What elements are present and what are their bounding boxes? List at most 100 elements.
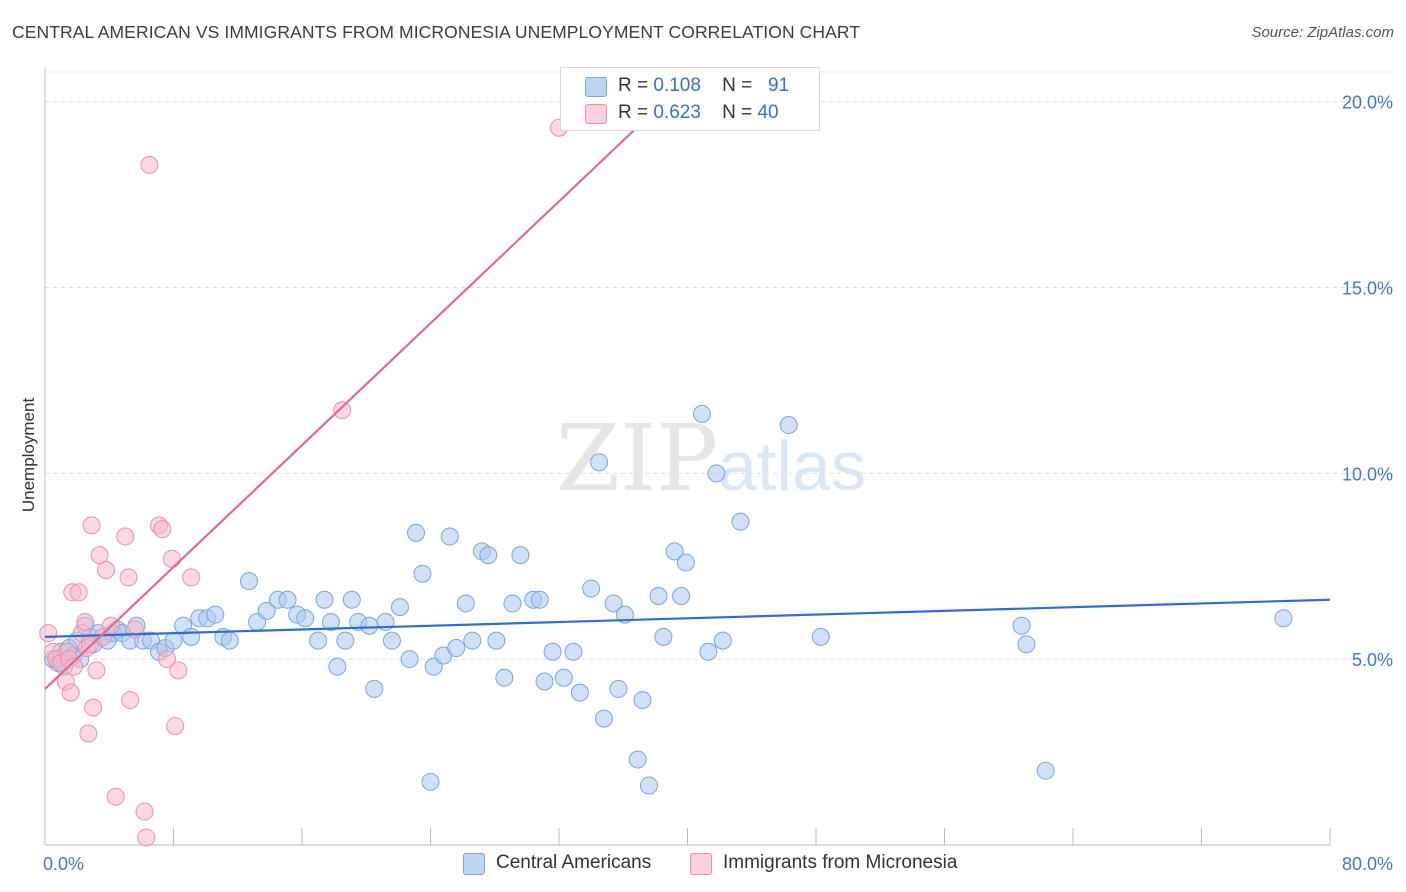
x-tick-label: 0.0% <box>43 854 84 874</box>
data-point <box>628 750 647 769</box>
data-point <box>336 631 355 650</box>
data-point <box>342 590 361 609</box>
data-point <box>463 631 482 650</box>
watermark-atlas: atlas <box>718 427 866 505</box>
legend-n-label: N = <box>722 102 753 123</box>
data-point <box>447 639 466 658</box>
bottom-legend-swatch-blue <box>463 853 485 875</box>
data-point <box>594 709 613 728</box>
legend-n-label: N = <box>722 75 753 96</box>
data-point <box>328 657 347 676</box>
data-point <box>535 672 554 691</box>
data-point <box>182 568 201 587</box>
data-point <box>1274 609 1293 628</box>
data-point <box>676 553 695 572</box>
x-tick-label: 80.0% <box>1342 854 1393 874</box>
data-point <box>609 679 628 698</box>
data-point <box>90 546 109 565</box>
data-point <box>239 572 258 591</box>
data-point <box>206 605 225 624</box>
data-point <box>554 668 573 687</box>
data-point <box>672 587 691 606</box>
data-point <box>530 590 549 609</box>
data-point <box>779 416 798 435</box>
data-point <box>257 601 276 620</box>
data-point <box>604 594 623 613</box>
data-point <box>153 520 172 539</box>
data-point <box>137 828 156 847</box>
data-point <box>315 590 334 609</box>
legend-text: R = 0.108 N = 91 <box>618 75 789 97</box>
series-micronesia <box>39 118 568 847</box>
data-point <box>570 683 589 702</box>
legend-r-label: R = <box>618 102 649 123</box>
y-tick-label: 15.0% <box>1342 279 1393 299</box>
data-point <box>64 657 83 676</box>
data-point <box>456 594 475 613</box>
data-point <box>421 772 440 791</box>
data-point <box>487 631 506 650</box>
data-point <box>564 642 583 661</box>
legend-text: R = 0.623 N = 40 <box>618 102 779 124</box>
data-point <box>162 549 181 568</box>
data-point <box>615 605 634 624</box>
data-point <box>333 401 352 420</box>
legend-swatch-pink <box>585 104 607 124</box>
data-point <box>639 776 658 795</box>
watermark-zip: ZIP <box>556 405 718 512</box>
data-point <box>365 679 384 698</box>
data-point <box>309 631 328 650</box>
data-point <box>731 512 750 531</box>
legend-n-value: 91 <box>768 75 790 96</box>
data-point <box>169 661 188 680</box>
data-point <box>699 642 718 661</box>
data-point <box>633 691 652 710</box>
data-point <box>654 627 673 646</box>
data-point <box>121 691 140 710</box>
data-point <box>692 404 711 423</box>
legend-r-value: 0.623 <box>653 102 701 123</box>
data-point <box>503 594 522 613</box>
data-point <box>400 650 419 669</box>
data-point <box>39 624 58 643</box>
legend-r-value: 0.108 <box>653 75 701 96</box>
data-point <box>382 631 401 650</box>
data-point <box>590 453 609 472</box>
data-point <box>82 516 101 535</box>
trend-line <box>44 104 661 690</box>
data-point <box>390 598 409 617</box>
legend-n-value: 40 <box>757 102 779 123</box>
legend-r-label: R = <box>618 75 649 96</box>
data-point <box>707 464 726 483</box>
chart-title: CENTRAL AMERICAN VS IMMIGRANTS FROM MICR… <box>12 22 861 42</box>
tick-labels: 5.0% 10.0% 15.0% 20.0% 0.0% 80.0% <box>43 93 1393 874</box>
data-point <box>665 542 684 561</box>
data-point <box>116 527 135 546</box>
data-point <box>321 613 340 632</box>
data-point <box>582 579 601 598</box>
data-point <box>360 616 379 635</box>
data-point <box>495 668 514 687</box>
data-point <box>158 650 177 669</box>
data-point <box>407 523 426 542</box>
data-point <box>811 627 830 646</box>
data-point <box>413 564 432 583</box>
data-point <box>69 583 88 602</box>
data-point <box>119 568 138 587</box>
data-point <box>164 631 183 650</box>
data-point <box>182 627 201 646</box>
data-point <box>543 642 562 661</box>
data-point <box>97 560 116 579</box>
data-point <box>166 717 185 736</box>
y-tick-label: 5.0% <box>1352 650 1393 670</box>
bottom-legend-swatch-pink <box>690 853 712 875</box>
source-label: Source: ZipAtlas.com <box>1251 24 1394 41</box>
data-point <box>649 587 668 606</box>
gridlines <box>45 71 1395 660</box>
bottom-legend-label: Immigrants from Micronesia <box>723 852 958 873</box>
data-point <box>135 802 154 821</box>
data-point <box>1017 635 1036 654</box>
data-point <box>713 631 732 650</box>
trend-lines <box>44 104 1331 690</box>
y-tick-label: 10.0% <box>1342 464 1393 484</box>
